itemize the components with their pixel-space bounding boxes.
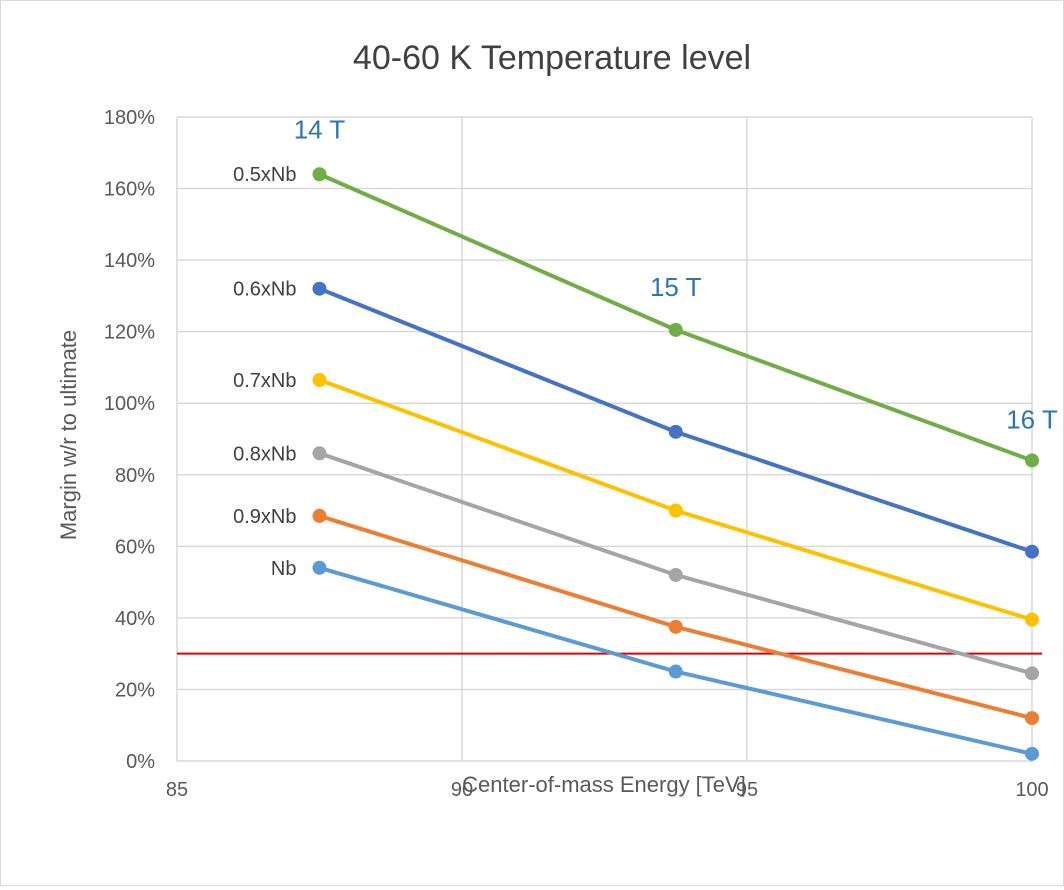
x-tick-label: 90 [451,779,473,801]
series-label: 0.5xNb [233,164,296,186]
y-tick-label: 40% [115,608,155,630]
data-point [1025,544,1039,559]
data-point [312,508,327,523]
data-point [1025,453,1039,468]
data-point [668,567,683,582]
x-tick-label: 85 [166,779,188,801]
data-point [312,446,327,461]
label-layer: 0.5xNb 0.6xNb 0.7xNb 0.8xNb 0.9xNb Nb 14 T 15 T… [233,114,1058,579]
y-tick-label: 60% [115,536,155,558]
data-point [1025,746,1039,761]
series-label: 0.8xNb [233,443,296,465]
y-tick-label: 140% [104,250,155,272]
data-point [668,424,683,439]
data-point [312,281,327,296]
y-tick-label: 120% [104,322,155,344]
series-label: Nb [271,558,297,580]
field-annotation: 14 T [294,114,346,144]
y-tick-label: 0% [126,751,155,773]
data-point [312,372,327,387]
data-point [668,322,683,337]
y-tick-label: 20% [115,679,155,701]
x-tick-label: 95 [736,779,758,801]
x-tick-label: 100 [1015,779,1048,801]
data-point [668,619,683,634]
series-line [318,565,1033,756]
series-line [318,378,1033,622]
series-label: 0.9xNb [233,506,296,528]
series-label: 0.7xNb [233,370,296,392]
grid-layer [176,116,1033,762]
data-point [312,167,327,182]
data-point [312,560,327,575]
data-point [668,503,683,518]
data-point [1025,711,1039,726]
y-tick-label: 160% [104,179,155,201]
data-point [668,664,683,679]
x-axis-title: Center-of-mass Energy [TeV] [462,772,746,797]
y-tick-label: 100% [104,393,155,415]
field-annotation: 15 T [650,272,702,302]
series-layer [312,167,1039,761]
y-tick-label: 80% [115,465,155,487]
y-axis-title: Margin w/r to ultimate [56,330,81,540]
series-label: 0.6xNb [233,279,296,301]
series-line [318,451,1033,676]
data-point [1025,666,1039,681]
y-tick-label: 180% [104,107,155,129]
data-point [1025,612,1039,627]
field-annotation: 16 T [1006,404,1058,434]
chart-title: 40-60 K Temperature level [353,39,751,77]
axis-layer: 0% 20% 40% 60% 80% 100% 120% 140% 160% 180% 85 90 95… [104,107,1049,801]
